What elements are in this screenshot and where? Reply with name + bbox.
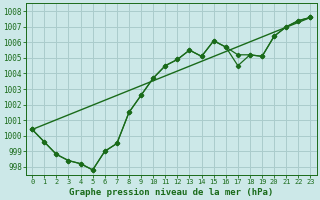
X-axis label: Graphe pression niveau de la mer (hPa): Graphe pression niveau de la mer (hPa) [69, 188, 274, 197]
